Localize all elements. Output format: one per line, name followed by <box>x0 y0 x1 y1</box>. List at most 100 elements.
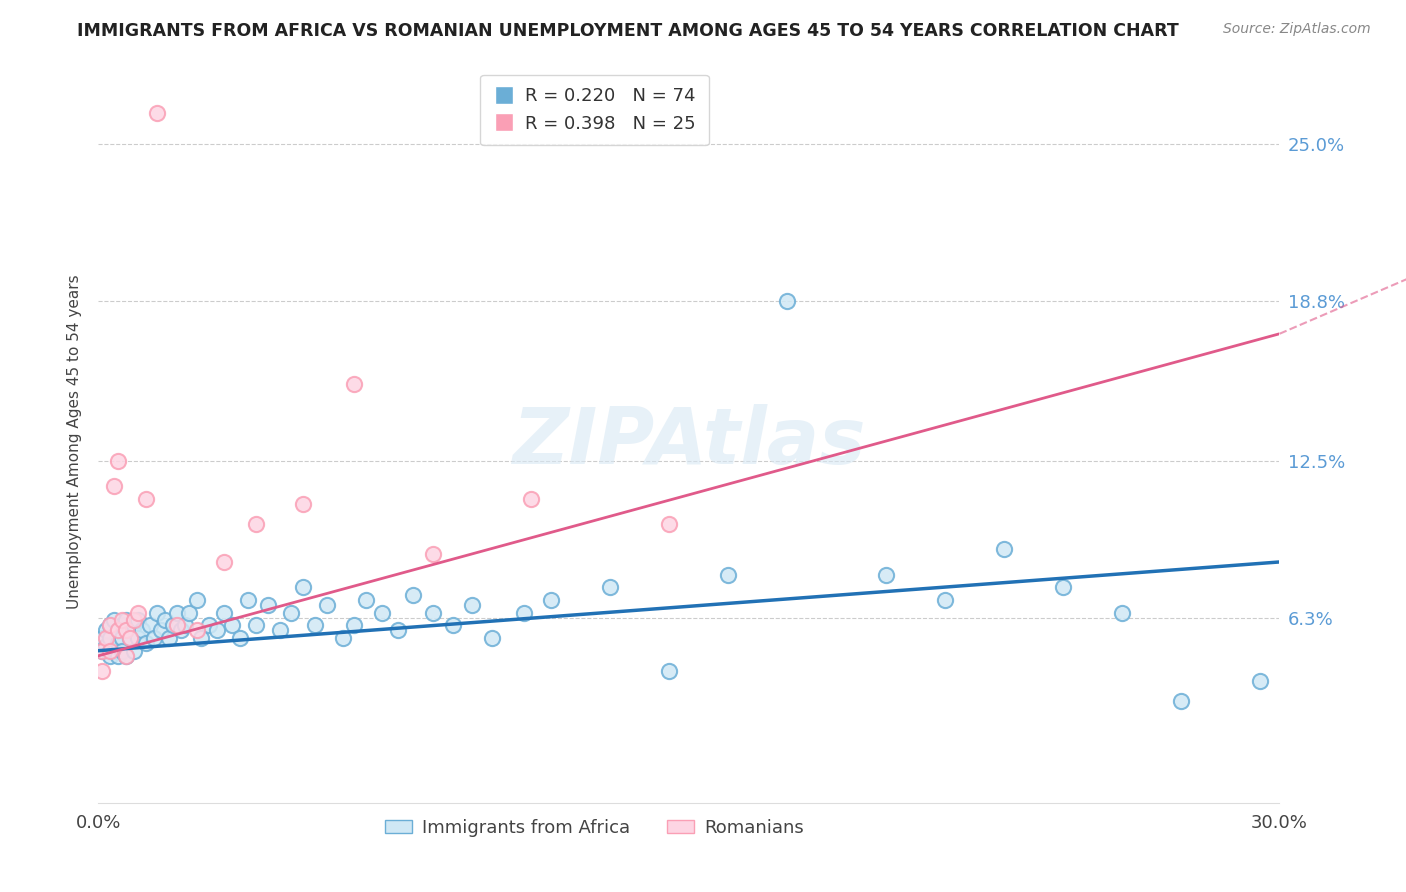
Point <box>292 580 315 594</box>
Point <box>371 606 394 620</box>
Point <box>343 377 366 392</box>
Point <box>658 664 681 678</box>
Point <box>131 624 153 638</box>
Point <box>214 606 236 620</box>
Point <box>98 618 121 632</box>
Point <box>221 618 243 632</box>
Point <box>107 636 129 650</box>
Point <box>91 643 114 657</box>
Text: IMMIGRANTS FROM AFRICA VS ROMANIAN UNEMPLOYMENT AMONG AGES 45 TO 54 YEARS CORREL: IMMIGRANTS FROM AFRICA VS ROMANIAN UNEMP… <box>77 22 1180 40</box>
Point <box>245 618 267 632</box>
Point <box>1052 580 1074 594</box>
Point <box>98 618 121 632</box>
Point <box>197 618 219 632</box>
Point <box>422 547 444 561</box>
Point <box>111 631 134 645</box>
Point <box>256 598 278 612</box>
Point <box>107 624 129 638</box>
Point <box>142 631 165 645</box>
Point <box>186 593 208 607</box>
Point <box>91 643 114 657</box>
Point <box>111 643 134 657</box>
Point <box>332 631 354 645</box>
Text: ZIPAtlas: ZIPAtlas <box>512 403 866 480</box>
Point <box>107 453 129 467</box>
Point <box>236 593 259 607</box>
Point <box>1170 694 1192 708</box>
Point <box>304 618 326 632</box>
Point <box>658 516 681 531</box>
Point <box>96 624 118 638</box>
Point <box>150 624 173 638</box>
Point <box>214 555 236 569</box>
Point <box>875 567 897 582</box>
Point <box>269 624 291 638</box>
Point <box>157 631 180 645</box>
Point <box>520 491 543 506</box>
Point <box>115 648 138 663</box>
Point <box>441 618 464 632</box>
Point <box>111 618 134 632</box>
Point <box>115 648 138 663</box>
Point <box>166 606 188 620</box>
Point <box>135 491 157 506</box>
Point <box>540 593 562 607</box>
Point <box>166 618 188 632</box>
Point <box>96 639 118 653</box>
Point <box>934 593 956 607</box>
Point <box>103 643 125 657</box>
Point <box>717 567 740 582</box>
Point <box>111 613 134 627</box>
Point <box>155 613 177 627</box>
Point <box>103 613 125 627</box>
Point <box>127 606 149 620</box>
Point <box>190 631 212 645</box>
Point <box>481 631 503 645</box>
Point <box>91 664 114 678</box>
Point <box>98 648 121 663</box>
Point <box>107 624 129 638</box>
Point <box>107 648 129 663</box>
Point <box>118 631 141 645</box>
Point <box>118 624 141 638</box>
Point <box>127 631 149 645</box>
Legend: Immigrants from Africa, Romanians: Immigrants from Africa, Romanians <box>377 812 811 845</box>
Point <box>993 542 1015 557</box>
Point <box>205 624 228 638</box>
Point <box>115 613 138 627</box>
Point <box>1111 606 1133 620</box>
Point <box>98 643 121 657</box>
Point <box>174 618 197 632</box>
Point <box>115 624 138 638</box>
Point <box>177 606 200 620</box>
Point <box>170 624 193 638</box>
Point <box>127 613 149 627</box>
Point <box>343 618 366 632</box>
Point <box>461 598 484 612</box>
Point <box>229 631 252 645</box>
Point <box>354 593 377 607</box>
Point <box>402 588 425 602</box>
Point <box>122 618 145 632</box>
Point <box>122 613 145 627</box>
Point <box>162 618 184 632</box>
Point <box>96 631 118 645</box>
Point <box>280 606 302 620</box>
Point <box>98 631 121 645</box>
Point <box>135 636 157 650</box>
Point <box>186 624 208 638</box>
Point <box>118 631 141 645</box>
Point <box>512 606 534 620</box>
Point <box>315 598 337 612</box>
Point <box>122 643 145 657</box>
Point <box>103 479 125 493</box>
Point <box>599 580 621 594</box>
Point <box>146 606 169 620</box>
Point <box>422 606 444 620</box>
Point <box>1249 674 1271 689</box>
Point <box>138 618 160 632</box>
Point <box>146 106 169 120</box>
Point <box>91 631 114 645</box>
Text: Source: ZipAtlas.com: Source: ZipAtlas.com <box>1223 22 1371 37</box>
Point <box>245 516 267 531</box>
